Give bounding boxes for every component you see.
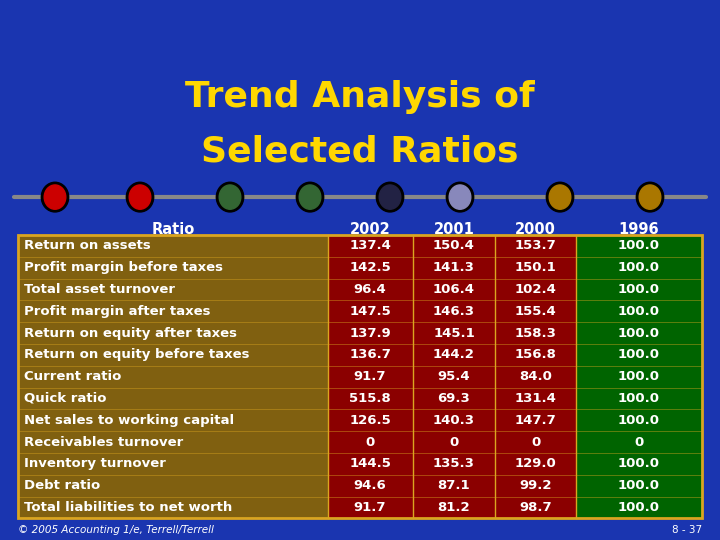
- Ellipse shape: [41, 183, 68, 212]
- Text: 100.0: 100.0: [618, 305, 660, 318]
- Text: 69.3: 69.3: [438, 392, 470, 405]
- Text: 96.4: 96.4: [354, 283, 387, 296]
- Ellipse shape: [377, 183, 404, 212]
- Text: 100.0: 100.0: [618, 414, 660, 427]
- Ellipse shape: [446, 183, 474, 212]
- Ellipse shape: [546, 183, 574, 212]
- Ellipse shape: [300, 185, 321, 209]
- Text: Return on equity before taxes: Return on equity before taxes: [24, 348, 249, 361]
- Text: 0: 0: [449, 436, 459, 449]
- Ellipse shape: [636, 183, 664, 212]
- Text: 156.8: 156.8: [515, 348, 557, 361]
- Text: 147.7: 147.7: [515, 414, 557, 427]
- Text: Selected Ratios: Selected Ratios: [202, 134, 518, 168]
- Ellipse shape: [549, 185, 571, 209]
- Text: 100.0: 100.0: [618, 457, 660, 470]
- Text: 147.5: 147.5: [349, 305, 391, 318]
- Text: 155.4: 155.4: [515, 305, 557, 318]
- Text: 131.4: 131.4: [515, 392, 557, 405]
- Ellipse shape: [449, 185, 471, 209]
- Bar: [18, 235, 702, 518]
- Text: 8 - 37: 8 - 37: [672, 525, 702, 535]
- Text: 135.3: 135.3: [433, 457, 475, 470]
- Text: 0: 0: [366, 436, 374, 449]
- Ellipse shape: [639, 185, 661, 209]
- Text: 144.5: 144.5: [349, 457, 391, 470]
- Text: 98.7: 98.7: [519, 501, 552, 514]
- Ellipse shape: [379, 185, 401, 209]
- Text: 2002: 2002: [350, 222, 390, 237]
- Bar: [328, 235, 413, 518]
- Text: 145.1: 145.1: [433, 327, 474, 340]
- Text: 91.7: 91.7: [354, 501, 387, 514]
- Text: 126.5: 126.5: [349, 414, 391, 427]
- Text: 100.0: 100.0: [618, 261, 660, 274]
- Text: Trend Analysis of: Trend Analysis of: [185, 80, 535, 114]
- Text: 100.0: 100.0: [618, 239, 660, 252]
- Text: 137.9: 137.9: [349, 327, 391, 340]
- Text: 136.7: 136.7: [349, 348, 391, 361]
- Ellipse shape: [219, 185, 240, 209]
- Text: 158.3: 158.3: [515, 327, 557, 340]
- Text: 142.5: 142.5: [349, 261, 391, 274]
- Text: 100.0: 100.0: [618, 283, 660, 296]
- Ellipse shape: [44, 185, 66, 209]
- Text: 102.4: 102.4: [515, 283, 557, 296]
- Text: 137.4: 137.4: [349, 239, 391, 252]
- Text: 150.1: 150.1: [515, 261, 557, 274]
- Text: 100.0: 100.0: [618, 370, 660, 383]
- Text: Profit margin before taxes: Profit margin before taxes: [24, 261, 222, 274]
- Text: 91.7: 91.7: [354, 370, 387, 383]
- Text: Total asset turnover: Total asset turnover: [24, 283, 175, 296]
- Text: 141.3: 141.3: [433, 261, 475, 274]
- Text: Quick ratio: Quick ratio: [24, 392, 107, 405]
- Text: 87.1: 87.1: [438, 479, 470, 492]
- Text: 81.2: 81.2: [438, 501, 470, 514]
- Text: Return on assets: Return on assets: [24, 239, 150, 252]
- Ellipse shape: [129, 185, 150, 209]
- Text: Debt ratio: Debt ratio: [24, 479, 100, 492]
- Text: 153.7: 153.7: [515, 239, 557, 252]
- Text: Net sales to working capital: Net sales to working capital: [24, 414, 234, 427]
- Text: Current ratio: Current ratio: [24, 370, 121, 383]
- Text: 84.0: 84.0: [519, 370, 552, 383]
- Text: 150.4: 150.4: [433, 239, 475, 252]
- Text: 140.3: 140.3: [433, 414, 475, 427]
- Text: Ratio: Ratio: [151, 222, 194, 237]
- Bar: [413, 235, 495, 518]
- Text: Total liabilities to net worth: Total liabilities to net worth: [24, 501, 232, 514]
- Text: 100.0: 100.0: [618, 392, 660, 405]
- Ellipse shape: [216, 183, 243, 212]
- Text: 2001: 2001: [433, 222, 474, 237]
- Text: 94.6: 94.6: [354, 479, 387, 492]
- Text: 129.0: 129.0: [515, 457, 557, 470]
- Text: 515.8: 515.8: [349, 392, 391, 405]
- Ellipse shape: [126, 183, 153, 212]
- Text: Inventory turnover: Inventory turnover: [24, 457, 166, 470]
- Text: 100.0: 100.0: [618, 348, 660, 361]
- Text: 100.0: 100.0: [618, 501, 660, 514]
- Text: 100.0: 100.0: [618, 327, 660, 340]
- Text: Receivables turnover: Receivables turnover: [24, 436, 183, 449]
- Text: 99.2: 99.2: [519, 479, 552, 492]
- Bar: [576, 235, 702, 518]
- Text: 95.4: 95.4: [438, 370, 470, 383]
- Text: 0: 0: [634, 436, 644, 449]
- Text: 144.2: 144.2: [433, 348, 475, 361]
- Text: © 2005 Accounting 1/e, Terrell/Terrell: © 2005 Accounting 1/e, Terrell/Terrell: [18, 525, 214, 535]
- Text: 106.4: 106.4: [433, 283, 475, 296]
- Bar: [18, 235, 328, 518]
- Text: Profit margin after taxes: Profit margin after taxes: [24, 305, 210, 318]
- Bar: [495, 235, 576, 518]
- Text: 1996: 1996: [618, 222, 660, 237]
- Text: Return on equity after taxes: Return on equity after taxes: [24, 327, 237, 340]
- Text: 2000: 2000: [516, 222, 556, 237]
- Ellipse shape: [297, 183, 324, 212]
- Text: 146.3: 146.3: [433, 305, 475, 318]
- Text: 100.0: 100.0: [618, 479, 660, 492]
- Text: 0: 0: [531, 436, 540, 449]
